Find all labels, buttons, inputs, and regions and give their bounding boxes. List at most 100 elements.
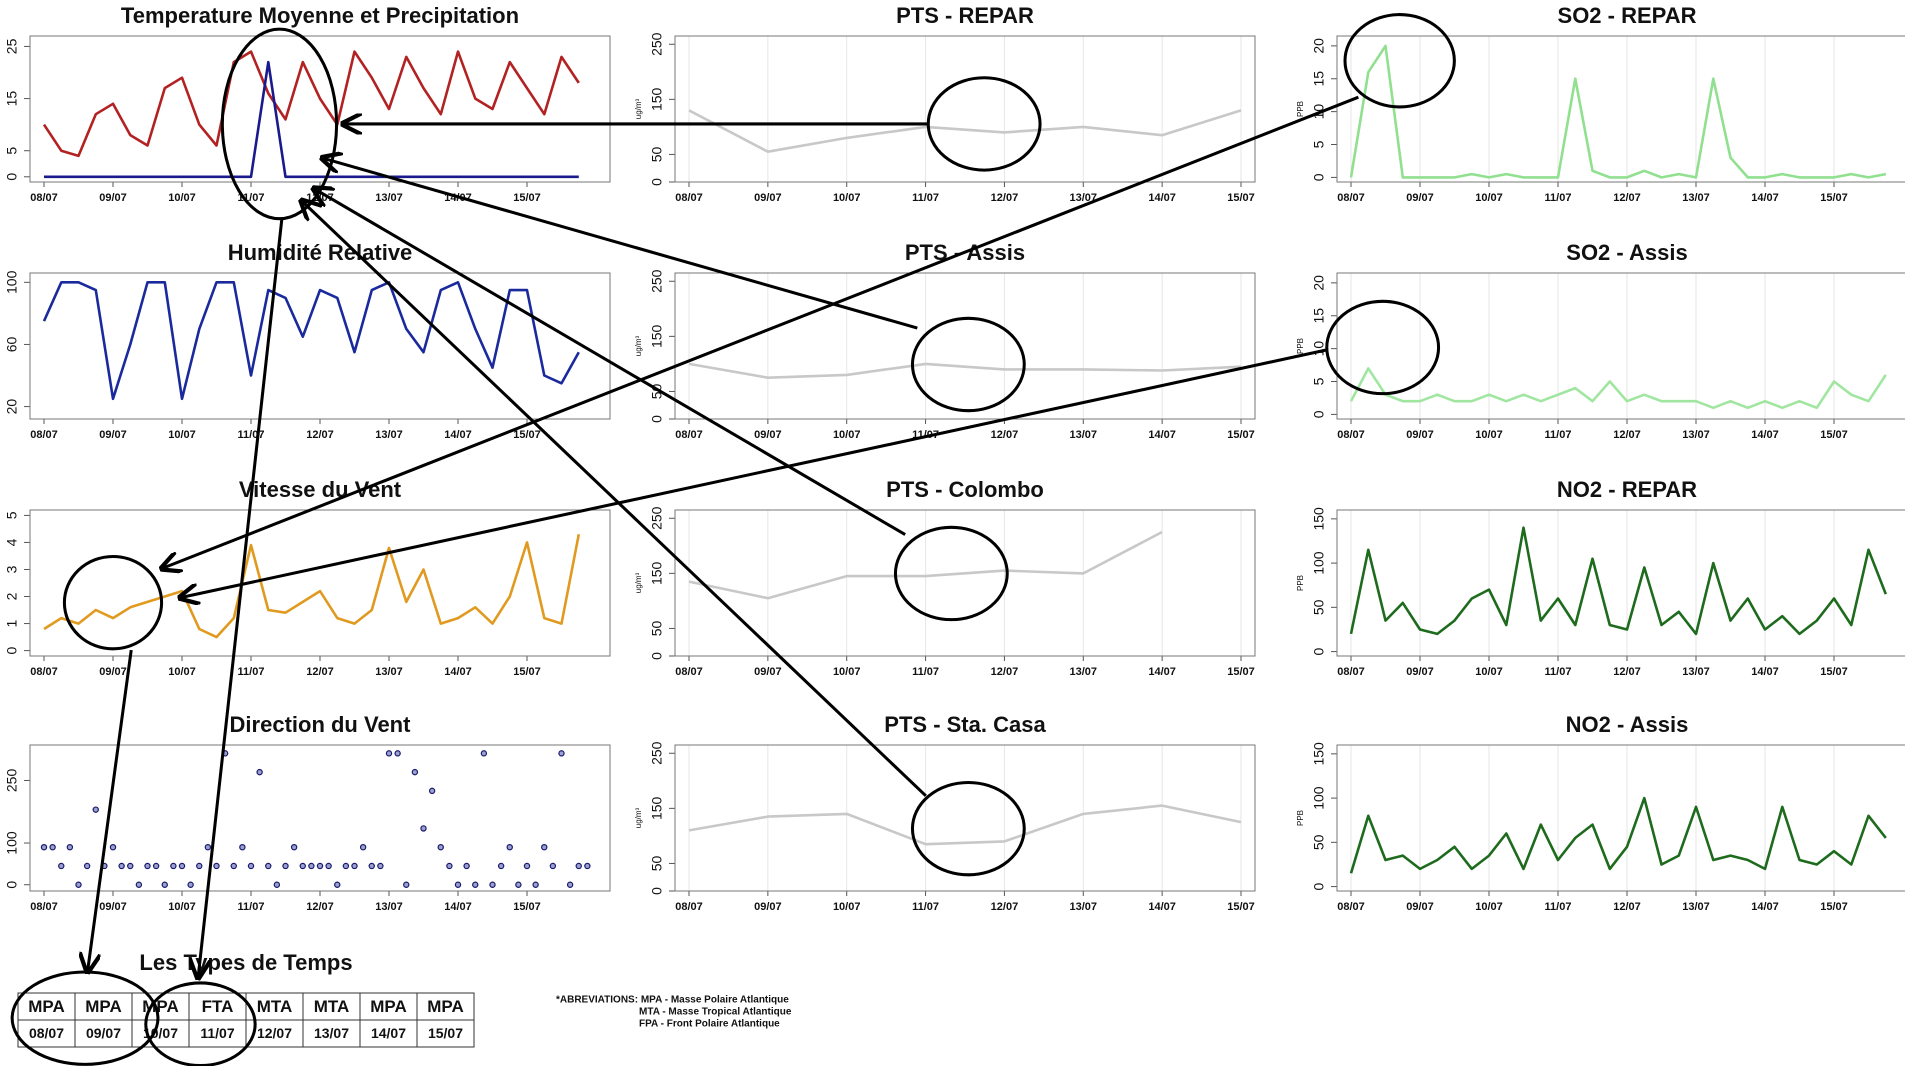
y-tick-label: 0: [1311, 173, 1327, 181]
data-point: [66, 844, 74, 851]
x-tick-label: 12/07: [306, 429, 334, 441]
data-point: [359, 844, 367, 851]
x-tick-label: 12/07: [306, 666, 334, 678]
circle: [893, 525, 1009, 622]
x-tick-label: 11/07: [238, 429, 265, 441]
data-point: [351, 862, 358, 870]
y-axis-label: PPB: [1296, 575, 1305, 591]
x-tick-label: 09/07: [754, 429, 782, 441]
y-tick-label: 250: [649, 269, 665, 293]
y-tick-label: 150: [1311, 507, 1327, 531]
data-point: [299, 862, 306, 870]
x-tick-label: 10/07: [168, 429, 196, 441]
x-tick-label: 14/07: [1751, 901, 1779, 913]
arrow: [313, 188, 906, 536]
data-point: [575, 862, 582, 870]
x-tick-label: 12/07: [991, 192, 1019, 204]
x-tick-label: 10/07: [833, 666, 861, 678]
data-point: [566, 881, 574, 888]
x-tick-label: 08/07: [1337, 192, 1365, 204]
x-tick-label: 08/07: [675, 192, 703, 204]
x-tick-label: 10/07: [1475, 192, 1503, 204]
data-point: [204, 844, 212, 851]
data-point: [437, 844, 444, 851]
x-tick-label: 09/07: [1406, 192, 1434, 204]
y-tick-label: 100: [4, 270, 20, 294]
data-point: [489, 881, 496, 888]
x-tick-label: 10/07: [833, 192, 861, 204]
table-cell: [302, 992, 361, 1021]
table-cell-text: 12/07: [257, 1025, 292, 1041]
x-tick-label: 12/07: [991, 901, 1019, 913]
data-line: [688, 804, 1242, 846]
plot-frame: [674, 272, 1256, 420]
x-tick-label: 15/07: [1820, 429, 1848, 441]
data-point: [170, 862, 177, 870]
table-cell-text: 11/07: [200, 1025, 234, 1041]
data-point: [472, 881, 479, 888]
data-point: [446, 862, 453, 870]
x-tick-label: 12/07: [306, 901, 334, 913]
x-tick-label: 15/07: [513, 901, 541, 913]
y-tick-label: 0: [649, 887, 665, 895]
y-axis-label: PPB: [1296, 101, 1305, 117]
circle: [910, 780, 1026, 877]
data-point: [118, 862, 125, 870]
y-tick-label: 0: [4, 173, 20, 181]
plot-frame: [674, 744, 1256, 892]
x-tick-label: 15/07: [513, 192, 541, 204]
data-point: [497, 862, 505, 870]
x-tick-label: 11/07: [238, 901, 265, 913]
x-tick-label: 09/07: [1406, 429, 1434, 441]
charts: Temperature Moyenne et Precipitation 08/0…: [4, 3, 1905, 1048]
data-point: [290, 844, 298, 851]
data-line: [44, 60, 579, 179]
y-tick-label: 0: [4, 646, 20, 654]
data-line: [1349, 526, 1888, 636]
x-tick-label: 15/07: [1227, 901, 1255, 913]
chart-title: PTS - REPAR: [896, 3, 1034, 28]
data-point: [109, 844, 117, 851]
x-tick-label: 11/07: [1545, 192, 1572, 204]
arrow: [180, 348, 1328, 598]
data-point: [584, 862, 591, 870]
x-tick-label: 14/07: [1751, 429, 1779, 441]
x-tick-label: 11/07: [1545, 666, 1572, 678]
y-axis-label: PPB: [1296, 810, 1305, 826]
table-cell: [359, 992, 418, 1021]
x-tick-label: 10/07: [1475, 429, 1503, 441]
table-cell-text: FTA: [202, 997, 234, 1016]
x-tick-label: 08/07: [30, 901, 58, 913]
x-tick-label: 13/07: [1070, 901, 1098, 913]
y-tick-label: 0: [649, 415, 665, 423]
data-point: [83, 862, 91, 870]
circle: [1343, 13, 1456, 109]
plot-frame: [1336, 35, 1905, 183]
chart-title: Vitesse du Vent: [239, 477, 402, 502]
data-point: [334, 881, 341, 888]
y-tick-label: 4: [4, 538, 20, 546]
plot-frame: [1336, 272, 1905, 420]
x-tick-label: 14/07: [1751, 666, 1779, 678]
y-tick-label: 50: [649, 855, 665, 871]
arrow: [322, 158, 918, 330]
x-tick-label: 08/07: [675, 666, 703, 678]
table-title: Les Types de Temps: [139, 950, 352, 975]
x-tick-label: 13/07: [375, 192, 403, 204]
x-tick-label: 13/07: [1070, 192, 1098, 204]
table-cell: [188, 992, 247, 1021]
data-point: [265, 862, 272, 870]
y-tick-label: 150: [649, 561, 665, 585]
x-tick-label: 11/07: [1545, 901, 1572, 913]
arrow: [162, 95, 1359, 568]
y-axis-label: ug/m³: [634, 572, 643, 593]
data-point: [152, 862, 160, 870]
data-point: [541, 844, 548, 851]
data-line: [43, 534, 581, 639]
x-tick-label: 15/07: [1227, 429, 1255, 441]
data-line: [688, 530, 1163, 600]
chart-title: NO2 - Assis: [1566, 712, 1689, 737]
y-tick-label: 250: [649, 506, 665, 530]
table-cell-text: 08/07: [29, 1025, 64, 1041]
x-tick-label: 13/07: [1682, 666, 1710, 678]
